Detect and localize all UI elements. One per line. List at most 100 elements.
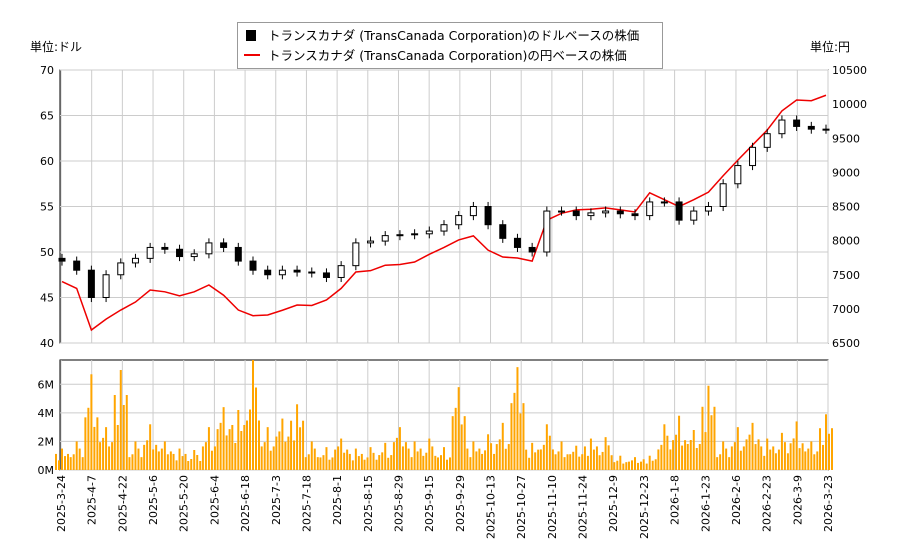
- usd-candle: [205, 242, 213, 255]
- x-tick-label: 2025-10-27: [515, 475, 528, 539]
- volume-bar: [654, 459, 657, 470]
- volume-bar: [766, 438, 769, 470]
- y-left-tick-label: 70: [40, 64, 54, 77]
- volume-bar: [416, 451, 419, 470]
- volume-bar: [443, 447, 445, 470]
- x-tick-label: 2025-8-29: [392, 475, 405, 532]
- volume-bar: [610, 455, 613, 470]
- volume-bar: [810, 441, 813, 470]
- usd-candle: [734, 165, 742, 185]
- volume-bar: [689, 440, 692, 470]
- volume-bar: [631, 460, 633, 470]
- usd-candle: [631, 213, 639, 217]
- volume-bar: [116, 425, 119, 470]
- volume-bar: [537, 449, 540, 470]
- volume-bar: [140, 457, 143, 470]
- volume-bar: [351, 460, 354, 470]
- volume-bar: [754, 444, 757, 470]
- x-tick-label: 2025-9-15: [423, 475, 436, 532]
- volume-bar: [707, 385, 710, 470]
- volume-bar: [378, 455, 381, 470]
- usd-candle: [793, 119, 801, 127]
- volume-bar: [513, 392, 516, 470]
- volume-bar: [454, 407, 457, 470]
- volume-bar: [193, 450, 196, 470]
- volume-bar: [284, 441, 287, 470]
- volume-bar: [392, 442, 395, 470]
- x-tick-label: 2025-12-9: [607, 475, 620, 532]
- volume-bar: [557, 451, 560, 470]
- volume-bar: [686, 444, 689, 470]
- volume-bar: [419, 448, 422, 470]
- volume-bar: [498, 439, 501, 470]
- volume-bar: [187, 461, 190, 470]
- volume-bar: [739, 450, 742, 470]
- legend-swatch-usd: [246, 30, 256, 41]
- volume-bar: [319, 457, 322, 470]
- usd-candle: [484, 206, 492, 226]
- volume-bar: [490, 443, 493, 470]
- volume-bar: [692, 430, 695, 470]
- volume-bar: [125, 395, 128, 470]
- volume-bar: [196, 455, 199, 470]
- volume-bar: [293, 440, 296, 470]
- usd-candle: [146, 246, 154, 259]
- legend-label-jpy: トランスカナダ (TransCanada Corporation)の円ベースの株…: [268, 48, 627, 63]
- volume-bar: [348, 453, 351, 470]
- volume-bar: [604, 437, 607, 470]
- volume-bar: [586, 455, 589, 470]
- volume-bar: [569, 454, 572, 470]
- volume-bar: [819, 428, 821, 470]
- volume-bar: [719, 454, 722, 470]
- y-left-tick-label: 45: [40, 292, 54, 305]
- volume-bar: [384, 442, 387, 470]
- volume-bar: [428, 438, 431, 470]
- volume-bar: [252, 360, 254, 470]
- x-tick-label: 2025-7-3: [270, 475, 283, 525]
- volume-bar: [660, 444, 663, 470]
- volume-bar: [363, 459, 366, 470]
- volume-bar: [780, 432, 783, 470]
- volume-bar: [789, 443, 792, 470]
- volume-bar: [516, 367, 519, 470]
- volume-bar: [589, 438, 592, 470]
- volume-bar: [663, 424, 666, 470]
- volume-bar: [340, 438, 343, 470]
- volume-bar: [204, 442, 207, 470]
- volume-bar: [381, 452, 384, 470]
- volume-bar: [601, 451, 604, 470]
- volume-bar: [801, 443, 804, 470]
- volume-bar: [240, 431, 243, 470]
- jpy-price-line: [61, 94, 827, 332]
- volume-bar: [67, 453, 69, 470]
- volume-bar: [763, 455, 766, 470]
- volume-bar: [613, 462, 616, 470]
- volume-bar: [451, 416, 454, 470]
- volume-bar: [310, 441, 313, 470]
- volume-bar: [493, 453, 496, 470]
- x-tick-label: 2025-8-1: [331, 475, 344, 525]
- usd-candle: [337, 265, 345, 278]
- usd-candle: [308, 271, 316, 274]
- volume-bar: [131, 454, 134, 470]
- usd-candle: [469, 206, 477, 217]
- volume-bar: [99, 442, 102, 470]
- usd-candle: [73, 260, 81, 271]
- volume-bar: [760, 446, 763, 470]
- volume-bar: [422, 455, 425, 470]
- volume-bar: [357, 456, 360, 470]
- usd-candle: [220, 242, 228, 248]
- volume-bar: [69, 457, 72, 470]
- volume-bar: [722, 441, 725, 470]
- usd-candle: [396, 234, 404, 237]
- x-tick-label: 2026-3-9: [791, 475, 804, 525]
- y-right-tick-label: 7000: [832, 303, 860, 316]
- volume-bar: [449, 457, 451, 470]
- volume-bar: [684, 440, 687, 470]
- usd-candle: [293, 269, 301, 273]
- usd-candle: [646, 201, 654, 217]
- volume-bar: [607, 445, 610, 470]
- volume-bar: [122, 405, 125, 470]
- volume-bar: [72, 454, 75, 470]
